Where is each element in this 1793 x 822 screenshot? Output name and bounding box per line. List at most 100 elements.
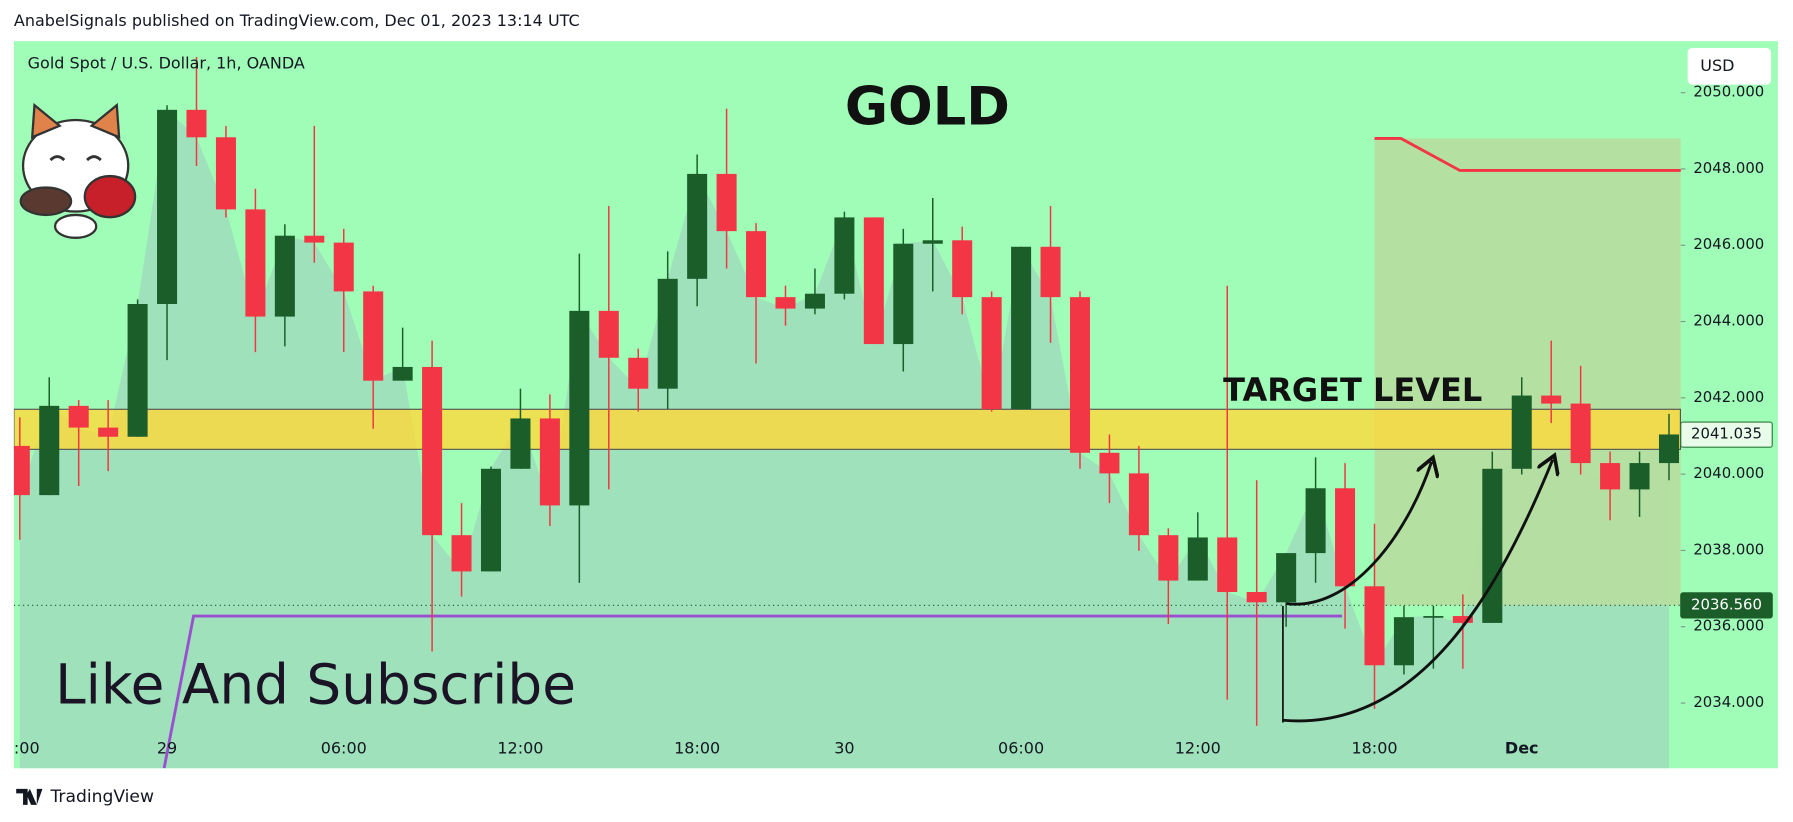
arrow <box>1286 462 1431 606</box>
x-tick-label: 06:00 <box>998 738 1044 757</box>
candle-body <box>451 535 472 572</box>
candle-body <box>363 291 384 381</box>
candle-body <box>186 109 207 138</box>
price-label-box <box>1680 421 1773 448</box>
candle-body <box>539 418 560 506</box>
y-tick-label: 2050.000 <box>1693 83 1764 101</box>
candle-body <box>863 217 884 345</box>
candle-body <box>98 427 119 437</box>
annotation: Like And Subscribe <box>55 652 576 716</box>
candle-body <box>569 310 590 506</box>
x-tick-label: 30 <box>834 738 854 757</box>
currency-box[interactable] <box>1687 48 1772 85</box>
candle-body <box>1099 452 1120 474</box>
candle-body <box>1600 463 1621 490</box>
price-axis: 2034.000 2036.000 2038.000 2040.000 2042.000… <box>1680 83 1773 711</box>
candle-body <box>1423 616 1444 618</box>
candle-body <box>893 243 914 345</box>
candle-body <box>834 217 855 294</box>
candle-body <box>1011 246 1032 410</box>
y-tick-label: 2048.000 <box>1693 159 1764 177</box>
symbol: Gold Spot / U.S. Dollar, 1h, OANDA <box>28 54 305 73</box>
x-tick-label: :00 <box>14 738 40 757</box>
candle-body <box>598 310 619 358</box>
y-tick-label: 2040.000 <box>1693 464 1764 482</box>
footer-text: TradingView <box>49 787 153 807</box>
header: AnabelSignals published on TradingView.c… <box>14 11 580 30</box>
candle-body <box>215 137 236 210</box>
candle-body <box>1452 616 1473 623</box>
candle-body <box>628 357 649 389</box>
y-tick-label: 2036.000 <box>1693 617 1764 635</box>
x-tick-label: 18:00 <box>674 738 720 757</box>
candle-body <box>1187 537 1208 581</box>
candle-body <box>157 109 178 305</box>
candle-body <box>1069 297 1091 453</box>
resistance-line <box>1374 137 1681 172</box>
candle-body <box>1570 403 1591 464</box>
candle-body <box>39 405 60 496</box>
sticker <box>19 102 137 239</box>
candle-body <box>1128 473 1149 536</box>
candle-body <box>687 173 708 279</box>
candle-body <box>1364 586 1385 666</box>
candle-body <box>13 445 30 496</box>
candle-body <box>657 278 678 389</box>
currency[interactable]: USD <box>1700 56 1734 75</box>
candle-body <box>1276 553 1297 603</box>
candle-body <box>922 240 943 244</box>
candle-body <box>1658 434 1680 464</box>
logo <box>16 788 43 805</box>
x-tick-label: 18:00 <box>1351 738 1397 757</box>
candle-body <box>1158 535 1179 581</box>
candle-body <box>274 235 295 317</box>
price-label-box <box>1680 592 1773 619</box>
candle-body <box>775 297 796 309</box>
candle-body <box>981 297 1002 410</box>
candle-body <box>1305 488 1326 554</box>
candle-body <box>304 235 325 243</box>
footer: TradingView <box>16 787 154 807</box>
candle-body <box>1629 463 1650 490</box>
candle-body <box>1482 468 1503 623</box>
x-tick-label: Dec <box>1505 738 1539 757</box>
plot-area <box>13 57 1681 769</box>
chart-title: GOLD <box>845 76 1010 137</box>
target-zone <box>1374 138 1681 606</box>
candle-body <box>68 405 89 428</box>
candle-body <box>804 293 825 309</box>
candle-body <box>1335 488 1356 587</box>
x-tick-label: 12:00 <box>497 738 543 757</box>
candle-body <box>422 366 443 536</box>
candle-body <box>1246 592 1267 603</box>
candle-body <box>952 240 973 298</box>
candle-body <box>1393 617 1414 666</box>
x-tick-label: 29 <box>157 738 177 757</box>
y-tick-label: 2034.000 <box>1693 693 1764 711</box>
y-tick-label: 2044.000 <box>1693 312 1764 330</box>
candle-body <box>1217 537 1238 593</box>
candle-body <box>1511 395 1532 469</box>
candle-body <box>510 418 531 469</box>
candle-body <box>480 468 502 572</box>
candle-body <box>716 173 737 232</box>
y-tick-label: 2042.000 <box>1693 388 1764 406</box>
candle-body <box>1541 395 1562 404</box>
candle-body <box>746 231 767 298</box>
candle-body <box>392 366 413 381</box>
support-line <box>162 614 1343 769</box>
price-label: 2036.560 <box>1691 595 1762 613</box>
y-tick-label: 2038.000 <box>1693 540 1764 558</box>
price-label: 2041.035 <box>1691 425 1762 443</box>
arrow <box>1282 460 1553 723</box>
y-tick-label: 2046.000 <box>1693 235 1764 253</box>
x-tick-label: 06:00 <box>321 738 367 757</box>
candle-body <box>333 242 354 292</box>
candle-body <box>1040 246 1061 298</box>
candle-body <box>127 304 148 437</box>
x-tick-label: 12:00 <box>1175 738 1221 757</box>
annotation: TARGET LEVEL <box>1223 371 1482 409</box>
target-band <box>13 408 1681 450</box>
